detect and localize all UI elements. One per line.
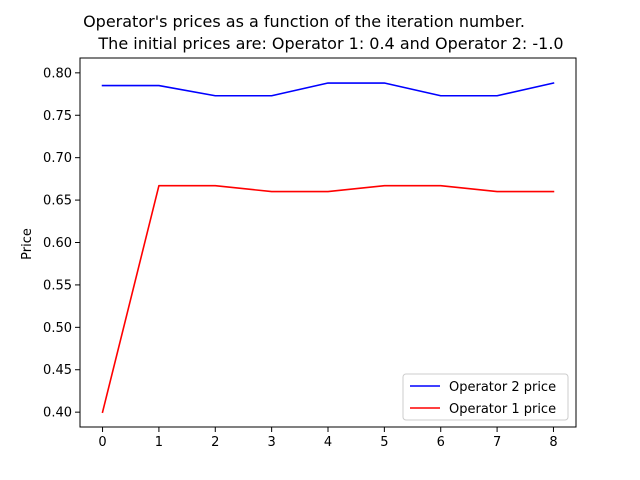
y-tick-label: 0.80 bbox=[43, 66, 72, 81]
chart-title-line-1: Operator's prices as a function of the i… bbox=[83, 12, 525, 31]
legend-label-operator-2: Operator 2 price bbox=[449, 380, 556, 395]
legend-box bbox=[402, 373, 569, 421]
plot-frame bbox=[79, 57, 577, 428]
chart-title-line-2: The initial prices are: Operator 1: 0.4 … bbox=[97, 34, 563, 53]
x-tick-label: 2 bbox=[211, 435, 219, 450]
y-tick-label: 0.40 bbox=[43, 406, 72, 421]
x-tick-label: 4 bbox=[324, 435, 332, 450]
y-tick-label: 0.65 bbox=[43, 194, 72, 209]
series-line-operator-1 bbox=[101, 184, 555, 414]
y-tick-label: 0.75 bbox=[43, 109, 72, 124]
y-axis-label: Price bbox=[20, 228, 35, 260]
x-tick-label: 8 bbox=[549, 435, 557, 450]
series-line-operator-2 bbox=[101, 82, 555, 97]
x-tick-label: 7 bbox=[493, 435, 501, 450]
legend: Operator 2 price Operator 1 price bbox=[402, 373, 569, 421]
x-tick-label: 1 bbox=[155, 435, 163, 450]
legend-label-operator-1: Operator 1 price bbox=[449, 402, 556, 417]
y-tick-label: 0.50 bbox=[43, 321, 72, 336]
y-tick-label: 0.45 bbox=[43, 363, 72, 378]
x-tick-label: 3 bbox=[267, 435, 275, 450]
x-tick-label: 6 bbox=[437, 435, 445, 450]
plot-area: 0 1 2 3 4 5 6 7 8 0.40 0.45 0.50 0.55 0.60 0.65 0.70 0.7… bbox=[43, 66, 558, 450]
x-tick-label: 0 bbox=[98, 435, 106, 450]
x-tick-label: 5 bbox=[380, 435, 388, 450]
y-tick-label: 0.55 bbox=[43, 278, 72, 293]
y-tick-label: 0.70 bbox=[43, 151, 72, 166]
y-tick-label: 0.60 bbox=[43, 236, 72, 251]
